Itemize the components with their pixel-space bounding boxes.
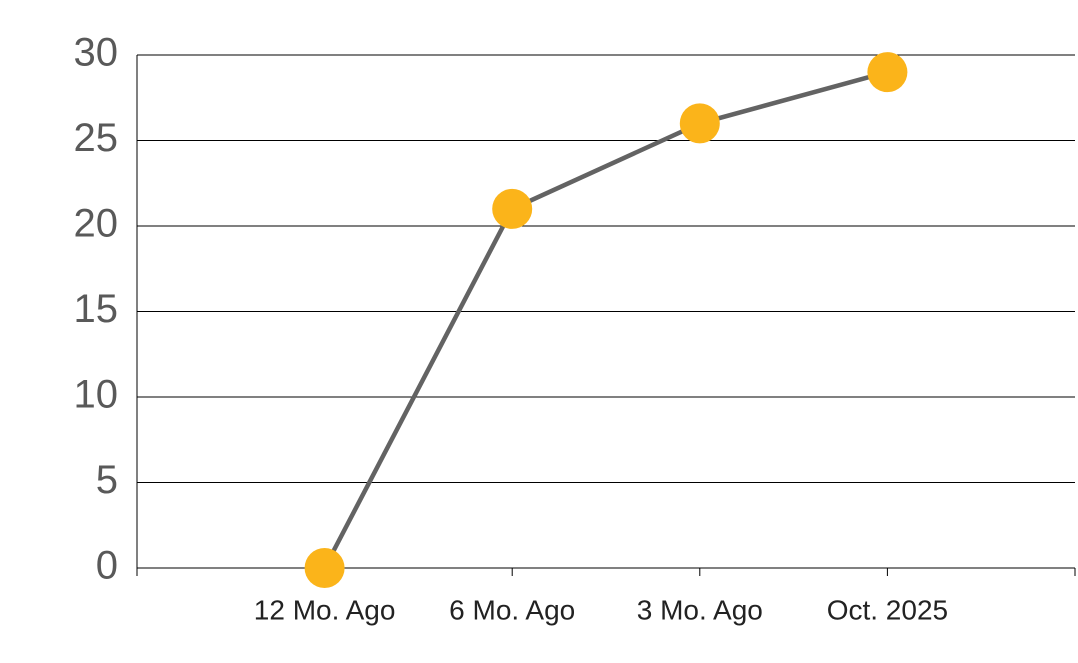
x-tick-label: 12 Mo. Ago — [254, 594, 396, 625]
y-tick-label: 0 — [96, 544, 118, 588]
data-point — [304, 548, 345, 588]
x-tick-label: Oct. 2025 — [827, 594, 948, 625]
x-tick-label: 3 Mo. Ago — [637, 594, 763, 625]
x-tick-label: 6 Mo. Ago — [449, 594, 575, 625]
data-point — [867, 52, 908, 93]
data-point — [492, 188, 533, 229]
y-tick-label: 30 — [74, 31, 119, 75]
y-tick-label: 10 — [74, 373, 119, 417]
data-point — [679, 103, 720, 144]
y-tick-label: 15 — [74, 287, 119, 331]
y-tick-label: 20 — [74, 202, 119, 246]
y-tick-label: 25 — [74, 116, 119, 160]
data-line — [322, 69, 888, 570]
y-tick-label: 5 — [96, 458, 118, 502]
